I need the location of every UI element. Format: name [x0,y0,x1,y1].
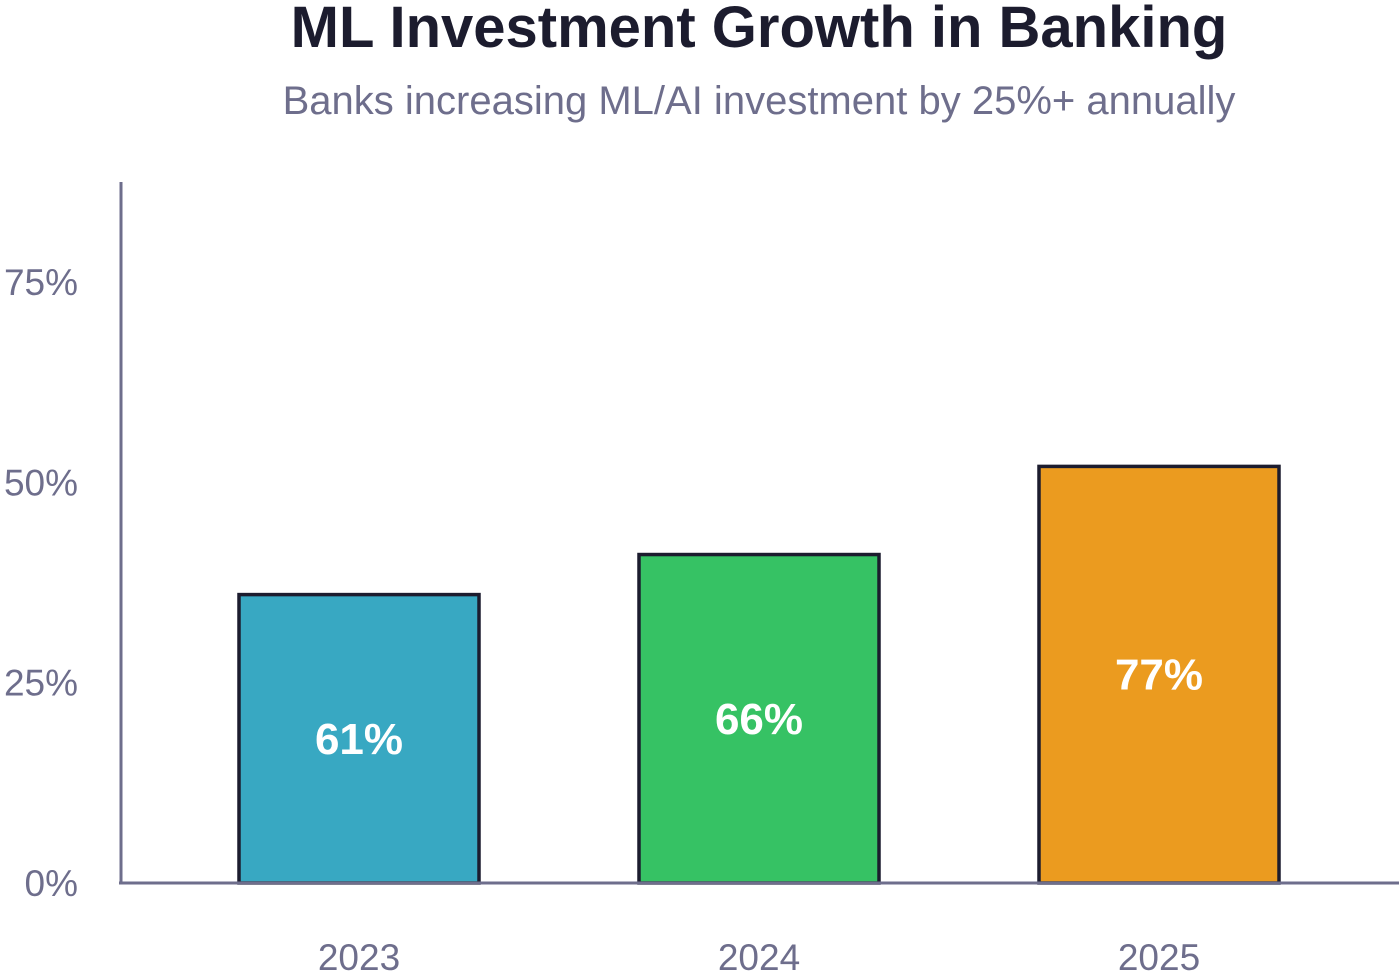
y-tick-label: 50% [4,462,78,503]
bar-value-label-2023: 61% [315,715,403,764]
bar-value-labels: 61% 66% 77% [315,651,1203,764]
bar-value-label-2024: 66% [715,695,803,744]
bar-2025 [1037,464,1281,885]
y-axis-ticks: 0% 25% 50% 75% [4,262,78,904]
y-tick-label: 75% [4,262,78,303]
chart-title: ML Investment Growth in Banking [291,0,1228,60]
x-axis-ticks: 2023 2024 2025 [318,937,1200,971]
bar-2024 [637,552,881,885]
bars-group [237,464,1281,885]
x-tick-label-2023: 2023 [318,937,400,971]
y-tick-label: 0% [25,863,78,904]
x-tick-label-2024: 2024 [718,937,800,971]
bar-value-label-2025: 77% [1115,651,1203,700]
chart-subtitle: Banks increasing ML/AI investment by 25%… [283,79,1236,123]
x-tick-label-2025: 2025 [1118,937,1200,971]
y-tick-label: 25% [4,663,78,704]
bar-2023 [237,592,481,885]
